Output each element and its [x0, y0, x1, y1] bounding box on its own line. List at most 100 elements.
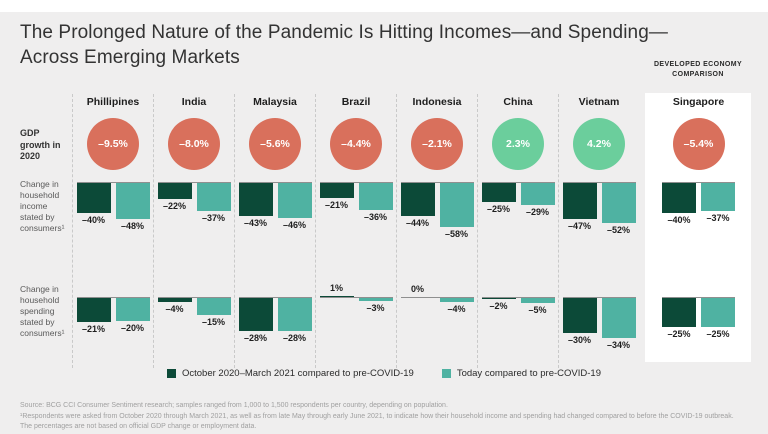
- spending-bar-chart: –28% –28%: [238, 289, 312, 362]
- bar-value-label: –4%: [447, 304, 466, 314]
- bar-value-label: –5%: [528, 305, 547, 315]
- bar-value-label: –21%: [81, 324, 106, 334]
- bar-today: [196, 182, 231, 211]
- legend-item-today: Today compared to pre-COVID-19: [441, 368, 601, 379]
- singapore-column-holder: Singapore –5.4% –40% –37% –25% –25%: [658, 94, 739, 370]
- zero-baseline: [76, 297, 150, 298]
- gdp-circle: –9.5%: [87, 118, 139, 170]
- bar-value-label: –30%: [567, 335, 592, 345]
- legend-swatch-today-icon: [441, 369, 451, 378]
- footnote-methodology: ¹Respondents were asked from October 202…: [20, 412, 734, 420]
- income-bar-chart: –40% –37%: [662, 174, 735, 289]
- zero-baseline: [662, 297, 735, 298]
- zero-baseline: [400, 297, 474, 298]
- bar-value-label: –43%: [243, 218, 268, 228]
- income-bar-chart: –44% –58%: [400, 174, 474, 289]
- gdp-circle: 2.3%: [492, 118, 544, 170]
- legend-item-oct: October 2020–March 2021 compared to pre-…: [167, 368, 414, 379]
- country-name: Indonesia: [412, 96, 462, 108]
- bar-today: [520, 297, 555, 303]
- zero-baseline: [662, 182, 735, 183]
- country-name: Vietnam: [578, 96, 620, 108]
- zero-baseline: [319, 182, 393, 183]
- bar-value-label: –29%: [525, 207, 550, 217]
- gdp-row-label: GDP growth in 2020: [20, 128, 61, 162]
- income-bar-chart: –25% –29%: [481, 174, 555, 289]
- bar-today: [115, 182, 150, 219]
- zero-baseline: [481, 297, 555, 298]
- bar-value-label: –25%: [486, 204, 511, 214]
- bar-today: [601, 297, 636, 338]
- legend-label-oct: October 2020–March 2021 compared to pre-…: [182, 368, 414, 379]
- gdp-circle: 4.2%: [573, 118, 625, 170]
- bar-today: [520, 182, 555, 205]
- country-name: China: [503, 96, 533, 108]
- bar-value-label: –25%: [667, 329, 691, 339]
- bar-today: [277, 182, 312, 218]
- zero-baseline: [238, 182, 312, 183]
- spending-bar-chart: –21% –20%: [76, 289, 150, 362]
- income-bar-chart: –43% –46%: [238, 174, 312, 289]
- country-column-brazil: Brazil –4.4% –21% –36% 1% –3%: [315, 94, 396, 368]
- country-name: Singapore: [672, 96, 725, 108]
- bar-value-label: –37%: [201, 213, 226, 223]
- country-column-india: India –8.0% –22% –37% –4% –15%: [153, 94, 234, 368]
- bar-value-label: –34%: [606, 340, 631, 350]
- country-column-indonesia: Indonesia –2.1% –44% –58% 0% –4%: [396, 94, 477, 368]
- bar-today: [439, 182, 474, 227]
- zero-baseline: [76, 182, 150, 183]
- gdp-circle: –5.6%: [249, 118, 301, 170]
- country-name: Brazil: [341, 96, 371, 108]
- bar-value-label: –4%: [165, 304, 184, 314]
- gdp-circle: –2.1%: [411, 118, 463, 170]
- bar-value-label: –46%: [282, 220, 307, 230]
- bar-value-label: –15%: [201, 317, 226, 327]
- bar-today: [358, 297, 393, 301]
- legend: October 2020–March 2021 compared to pre-…: [0, 368, 768, 379]
- bar-oct: [562, 182, 597, 219]
- bar-value-label: –22%: [162, 201, 187, 211]
- bar-oct: [400, 182, 435, 216]
- income-bar-chart: –21% –36%: [319, 174, 393, 289]
- bar-oct: [662, 182, 696, 213]
- page-title: The Prolonged Nature of the Pandemic Is …: [20, 22, 668, 69]
- bar-today: [701, 297, 735, 327]
- developed-economy-label: DEVELOPED ECONOMY COMPARISON: [653, 61, 743, 79]
- gdp-circle: –8.0%: [168, 118, 220, 170]
- bar-today: [358, 182, 393, 210]
- zero-baseline: [157, 182, 231, 183]
- zero-baseline: [481, 182, 555, 183]
- bar-value-label: –2%: [489, 301, 508, 311]
- spending-bar-chart: –4% –15%: [157, 289, 231, 362]
- bar-oct: [76, 182, 111, 213]
- bar-oct: [238, 297, 273, 331]
- bar-oct: [662, 297, 696, 327]
- bar-oct: [157, 297, 192, 302]
- footnote-disclaimer: The percentages are not based on officia…: [20, 423, 257, 430]
- bar-value-label: 1%: [329, 283, 343, 293]
- bar-value-label: –28%: [282, 333, 307, 343]
- country-name: India: [181, 96, 207, 108]
- income-row-label: Change in household income stated by con…: [20, 179, 65, 234]
- bar-value-label: 0%: [410, 284, 424, 294]
- spending-bar-chart: –2% –5%: [481, 289, 555, 362]
- income-bar-chart: –47% –52%: [562, 174, 636, 289]
- bar-today: [439, 297, 474, 302]
- bar-oct: [481, 297, 516, 299]
- bar-value-label: –40%: [81, 215, 106, 225]
- bar-today: [196, 297, 231, 315]
- bar-value-label: –52%: [606, 225, 631, 235]
- spending-row-label: Change in household spending stated by c…: [20, 284, 65, 339]
- legend-swatch-oct-icon: [167, 369, 176, 378]
- bar-value-label: –58%: [444, 229, 469, 239]
- country-name: Phillipines: [86, 96, 140, 108]
- country-column-china: China 2.3% –25% –29% –2% –5%: [477, 94, 558, 368]
- bar-value-label: –37%: [706, 213, 730, 223]
- bar-value-label: –3%: [366, 303, 385, 313]
- spending-bar-chart: –25% –25%: [662, 289, 735, 362]
- bar-oct: [562, 297, 597, 333]
- bar-oct: [481, 182, 516, 202]
- top-strip: [0, 0, 768, 12]
- footnote-source: Source: BCG CCI Consumer Sentiment resea…: [20, 402, 448, 409]
